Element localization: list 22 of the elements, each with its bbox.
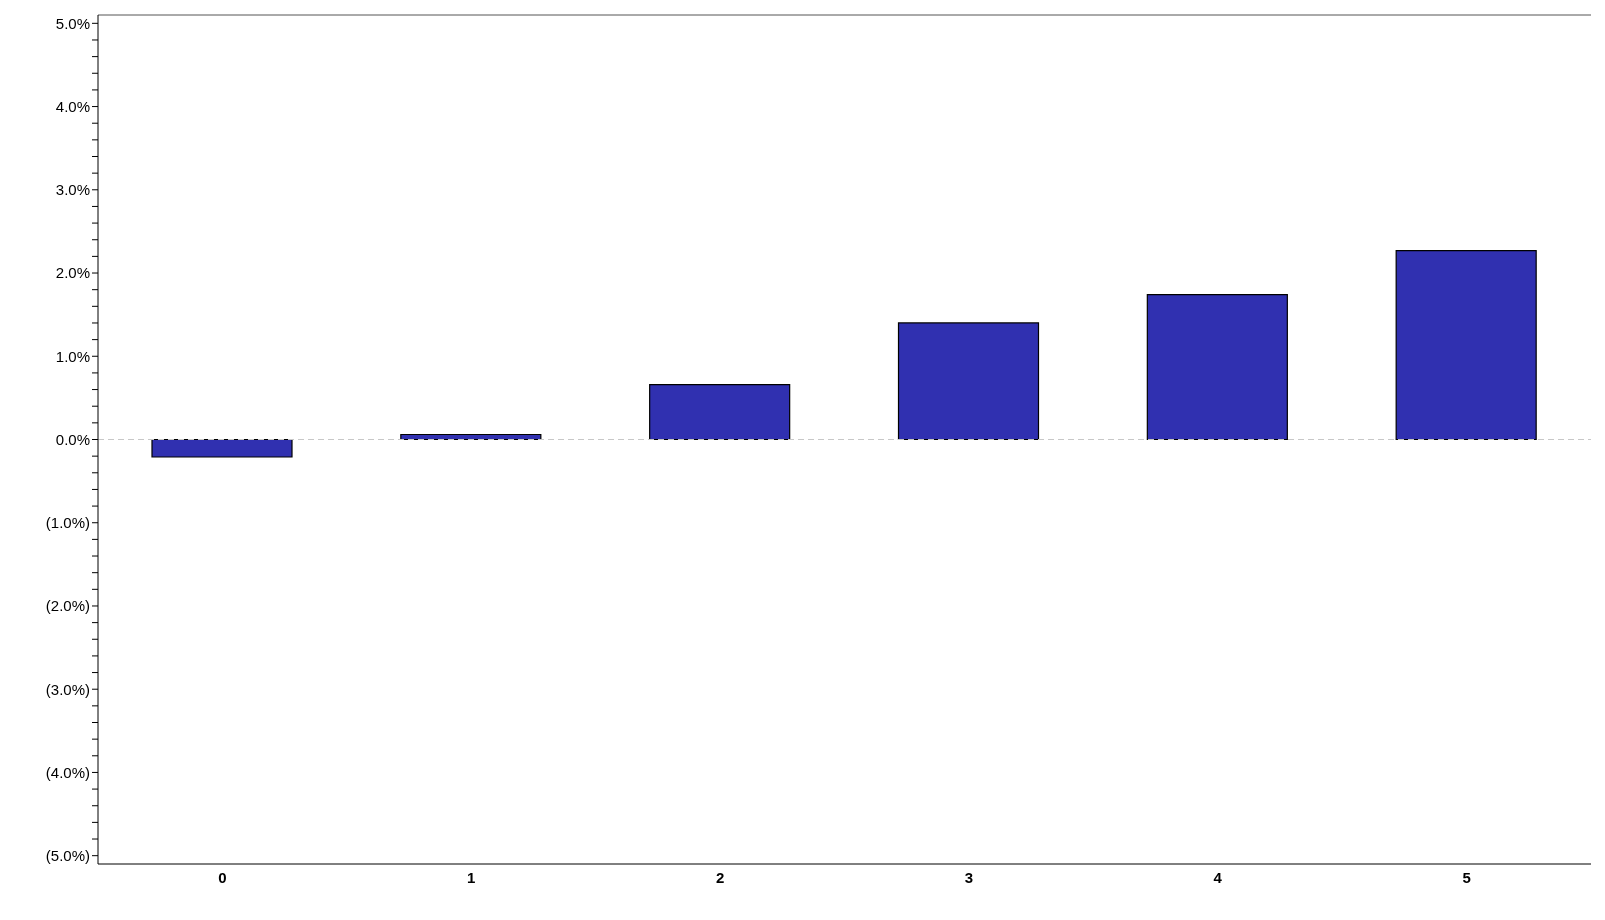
y-tick-label: 2.0% — [55, 264, 90, 282]
x-tick-label: 1 — [467, 868, 476, 886]
y-tick-label: 4.0% — [55, 97, 90, 115]
y-tick-label: 3.0% — [55, 181, 90, 199]
x-tick-label: 0 — [218, 868, 227, 886]
y-tick-label: (2.0%) — [45, 597, 90, 615]
y-tick-label: 1.0% — [55, 347, 90, 365]
bar — [151, 438, 293, 458]
y-tick-label: 5.0% — [55, 14, 90, 32]
y-tick-label: (5.0%) — [45, 847, 90, 864]
x-tick-label: 2 — [715, 868, 725, 886]
y-tick-label: (4.0%) — [45, 763, 90, 781]
bar — [897, 322, 1040, 441]
y-tick-label: (3.0%) — [45, 680, 90, 698]
x-tick-label: 3 — [964, 868, 974, 886]
x-tick-label: 4 — [1213, 868, 1223, 886]
y-tick-label: (1.0%) — [45, 514, 90, 532]
x-tick-label: 5 — [1462, 868, 1471, 886]
y-tick-label: 0.0% — [55, 430, 90, 448]
bar — [1395, 249, 1537, 441]
bar — [649, 383, 791, 441]
bar — [1146, 294, 1288, 441]
